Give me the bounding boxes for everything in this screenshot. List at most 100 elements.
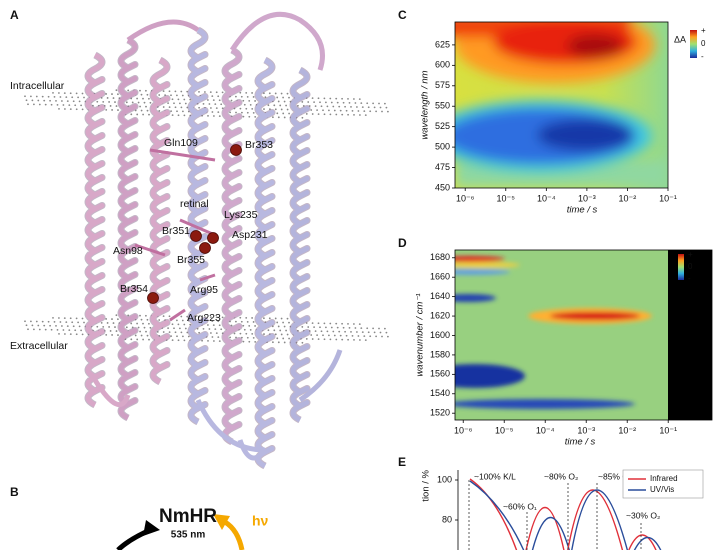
membrane-dot <box>305 113 308 115</box>
membrane-dot <box>77 321 79 324</box>
protein-name: NmHR <box>159 506 217 527</box>
membrane-dot <box>176 110 178 113</box>
membrane-dot <box>207 99 209 101</box>
membrane-dot <box>307 326 310 328</box>
membrane-dot <box>78 100 81 103</box>
membrane-dot <box>44 328 47 331</box>
side-chain <box>179 218 216 237</box>
y-tick-label: 1620 <box>430 310 450 320</box>
y-tick-label: 525 <box>435 121 450 131</box>
membrane-dot <box>50 103 53 106</box>
membrane-dot <box>171 98 174 101</box>
panel-letter: E <box>398 455 406 469</box>
membrane-dot <box>285 329 287 332</box>
membrane-dot <box>184 327 187 330</box>
membrane-dot <box>280 108 283 111</box>
membrane-dot <box>213 340 215 342</box>
side-chain <box>149 148 216 162</box>
membrane-dot <box>52 91 54 94</box>
y-axis-label: wavenumber / cm⁻¹ <box>415 293 426 376</box>
membrane-dot <box>242 340 245 343</box>
membrane-dot <box>171 114 174 117</box>
membrane-dot <box>336 101 339 104</box>
membrane-dot <box>273 329 276 332</box>
membrane-dot <box>328 334 330 337</box>
membrane-dot <box>117 334 119 336</box>
membrane-dot <box>168 90 171 93</box>
membrane-dot <box>245 316 248 319</box>
membrane-dot <box>49 324 51 327</box>
membrane-dot <box>210 107 212 109</box>
membrane-dot <box>332 105 335 108</box>
membrane-dot <box>288 337 290 340</box>
membrane-dot <box>387 335 389 338</box>
membrane-dot <box>53 95 56 98</box>
membrane-dot <box>173 102 175 105</box>
membrane-dot <box>33 103 35 106</box>
membrane-dot <box>366 102 369 105</box>
membrane-dot <box>201 339 204 342</box>
membrane-dot <box>183 114 186 117</box>
membrane-dot <box>286 92 289 95</box>
membrane-dot <box>282 337 285 340</box>
membrane-dot <box>268 92 271 95</box>
membrane-dot <box>37 99 40 102</box>
membrane-dot <box>230 99 233 102</box>
y-axis-label: wavelength / nm <box>420 70 431 139</box>
membrane-dot <box>25 324 28 327</box>
membrane-dot <box>282 96 284 99</box>
membrane-dot <box>354 327 357 329</box>
membrane-dot <box>316 334 318 337</box>
membrane-dot <box>282 321 284 324</box>
colorbar <box>678 254 684 280</box>
membrane-dot <box>243 328 246 331</box>
membrane-dot <box>347 97 349 100</box>
y-tick-label: 625 <box>435 39 450 49</box>
membrane-dot <box>272 341 274 344</box>
membrane-dot <box>35 320 38 323</box>
colorbar-label: 0 <box>701 39 706 48</box>
membrane-dot <box>214 328 217 331</box>
y-tick-label: 1600 <box>430 330 450 340</box>
membrane-dot <box>198 331 201 334</box>
y-axis-label: tion / % <box>421 469 432 501</box>
membrane-dot <box>272 116 274 119</box>
membrane-dot <box>360 102 363 105</box>
label: Intracellular <box>10 80 65 92</box>
side-chain <box>169 308 186 322</box>
membrane-dot <box>249 103 252 106</box>
membrane-dot <box>117 93 119 96</box>
membrane-dot <box>243 103 246 106</box>
membrane-dot <box>137 101 140 104</box>
heatmap <box>455 22 668 188</box>
x-tick-label: 10⁻⁴ <box>536 425 555 435</box>
membrane-dot <box>335 338 338 341</box>
membrane-dot <box>288 112 290 115</box>
membrane-dot <box>43 99 46 102</box>
membrane-dot <box>348 326 351 329</box>
membrane-dot <box>248 99 251 102</box>
membrane-dot <box>215 316 218 319</box>
membrane-dot <box>59 96 62 98</box>
membrane-dot <box>288 321 290 324</box>
membrane-dot <box>64 333 66 335</box>
membrane-dot <box>105 318 107 320</box>
membrane-dot <box>276 337 279 340</box>
membrane-dot <box>52 316 54 319</box>
membrane-dot <box>344 330 346 333</box>
membrane-dot <box>25 99 28 102</box>
membrane-dot <box>180 90 183 93</box>
membrane-dot <box>111 334 113 336</box>
membrane-dot <box>347 113 349 116</box>
membrane-dot <box>168 106 171 109</box>
membrane-dot <box>252 321 255 323</box>
colorbar-title: ΔA <box>674 34 686 44</box>
membrane-dot <box>180 331 183 334</box>
membrane-dot <box>254 115 257 118</box>
label: Extracellular <box>10 340 68 352</box>
membrane-dot <box>301 326 304 328</box>
membrane-dot <box>384 327 386 330</box>
membrane-dot <box>283 341 286 344</box>
membrane-dot <box>80 329 82 332</box>
membrane-dot <box>162 331 165 333</box>
